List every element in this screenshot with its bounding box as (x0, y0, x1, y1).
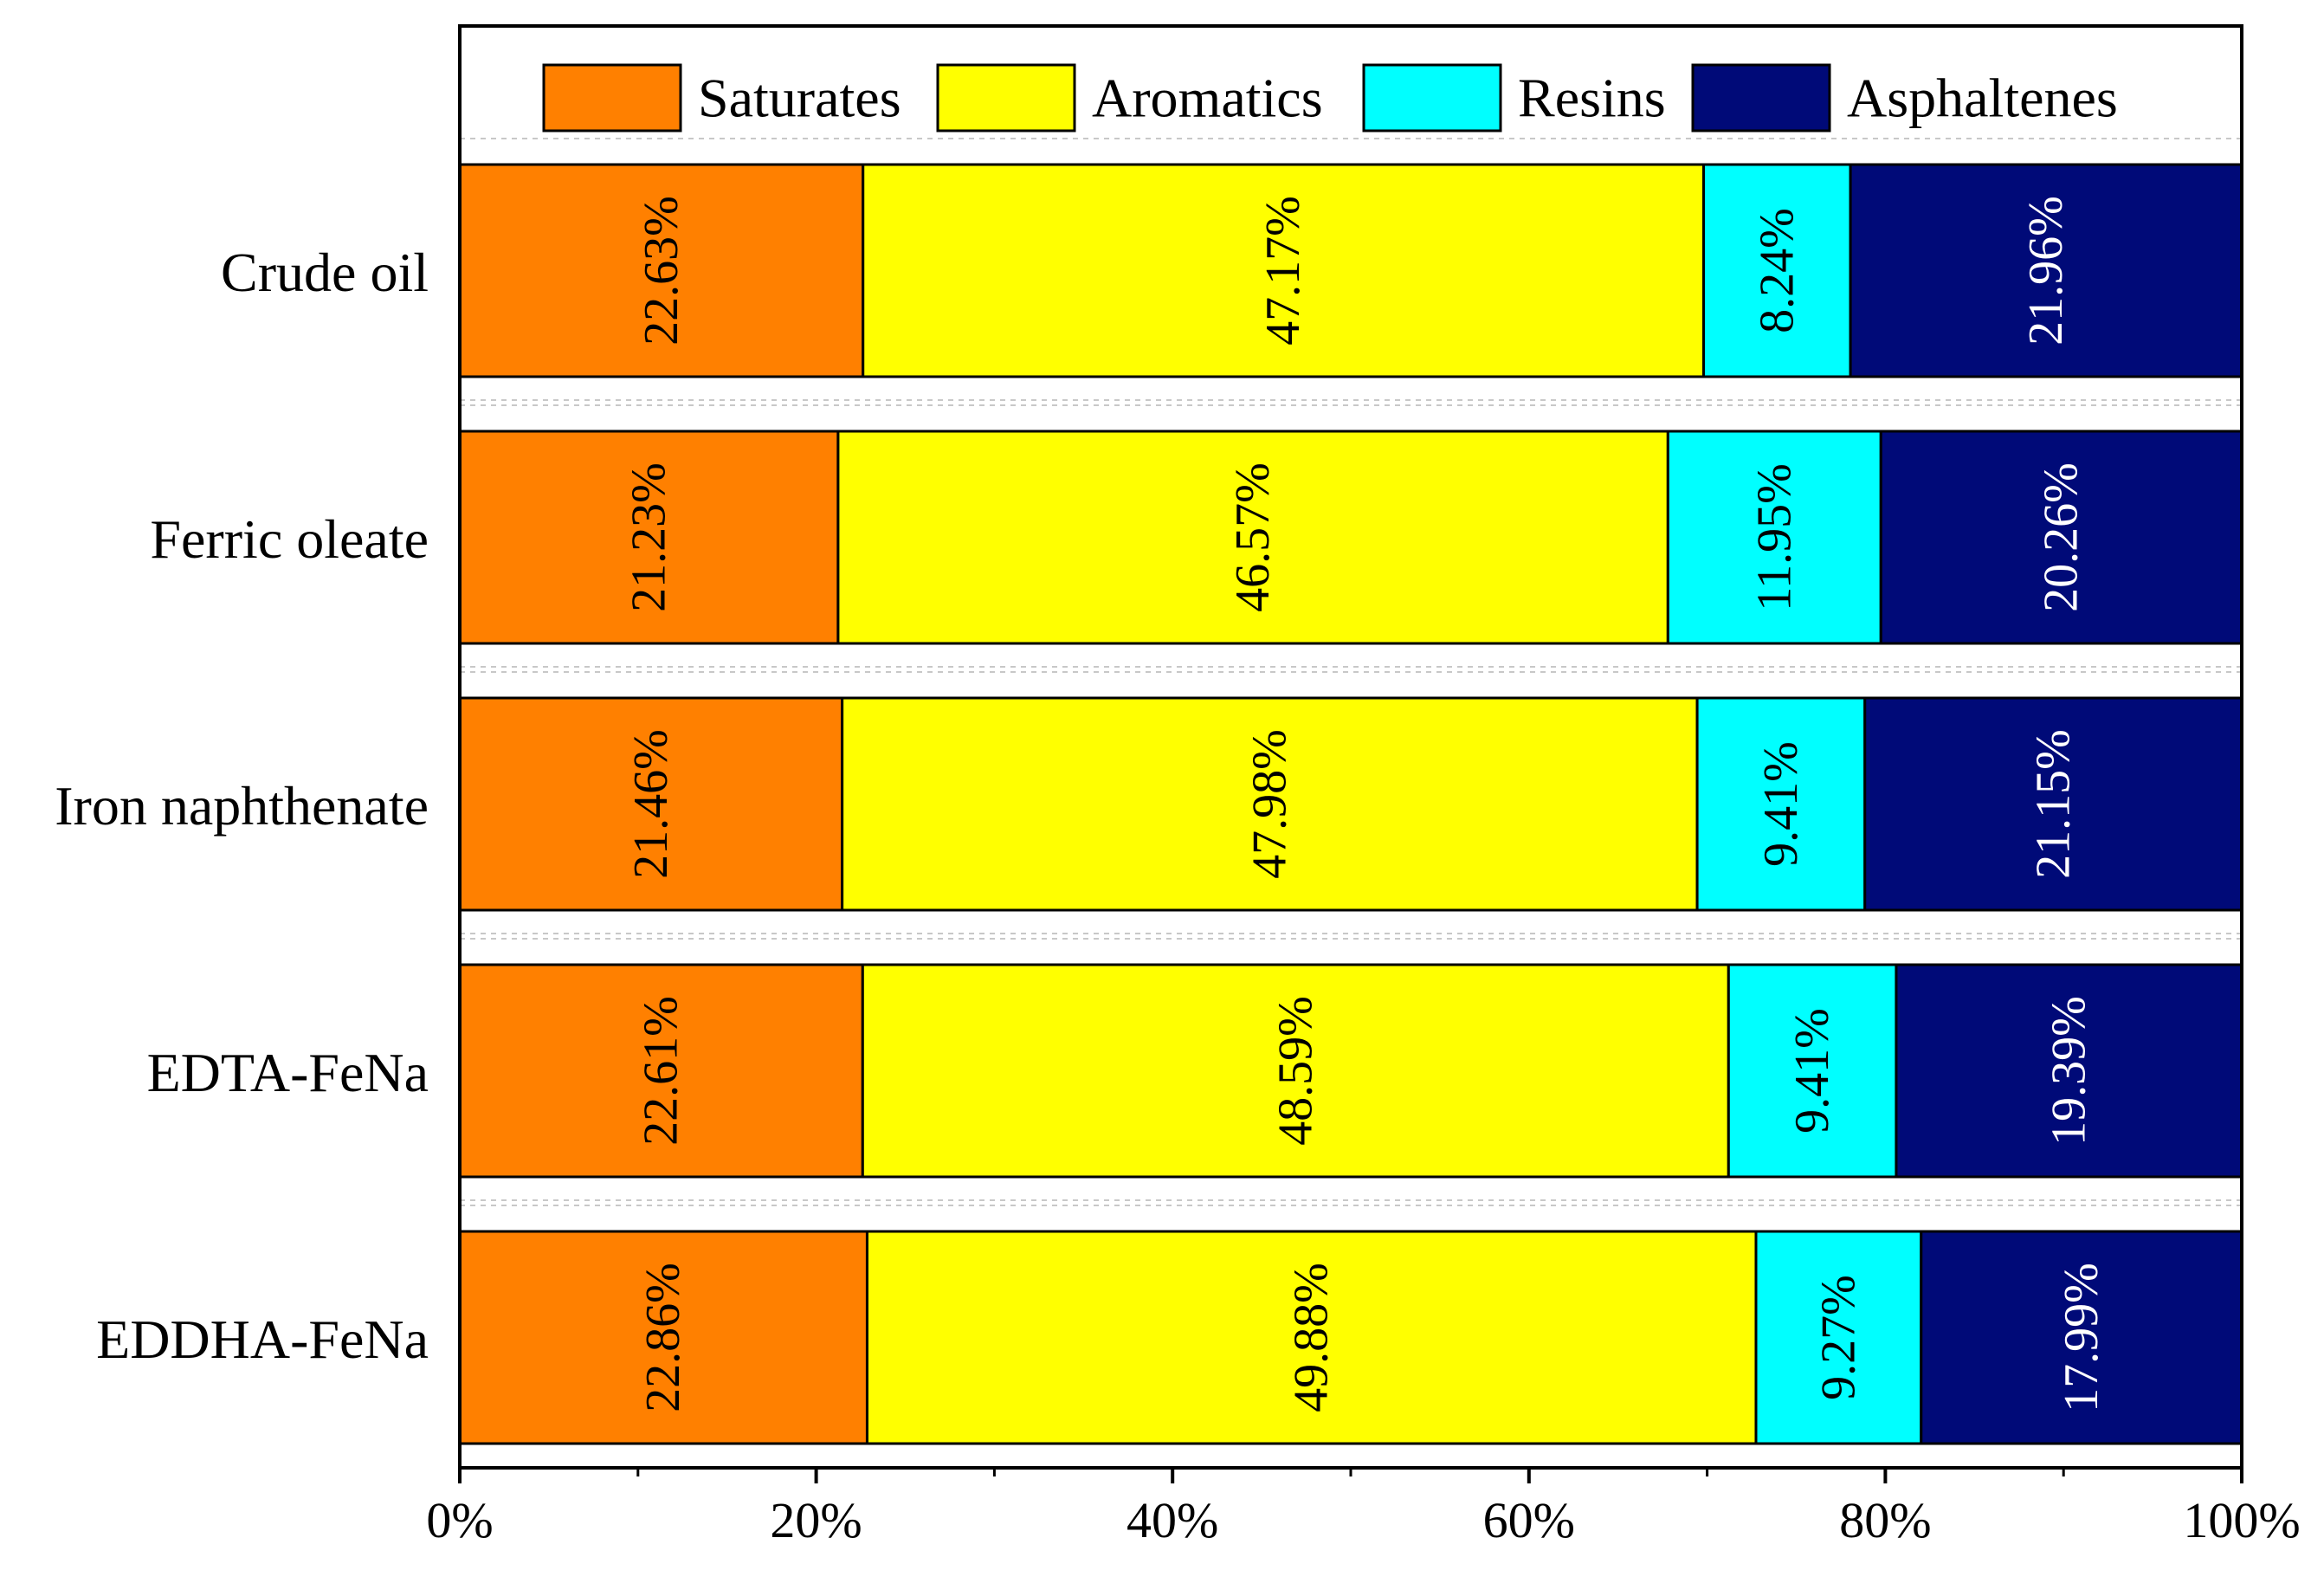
x-axis: 0% 20% 40% 60% 80% 100% (426, 1468, 2301, 1548)
bars-group (458, 163, 2243, 1445)
data-label-resins-4: 9.41% (1785, 1008, 1839, 1134)
bar-segment-resins-2 (1666, 430, 1882, 645)
data-label-asphaltenes-2: 20.26% (2035, 462, 2088, 612)
bar-segment-aromatics-3 (841, 696, 1699, 912)
data-label-aromatics-3: 47.98% (1243, 729, 1296, 879)
bar-segment-resins-4 (1727, 963, 1898, 1179)
x-tick-label: 0% (426, 1492, 493, 1548)
bar-segment-asphaltenes-4 (1895, 963, 2243, 1179)
category-label-4: EDTA-FeNa (147, 1042, 429, 1103)
data-label-resins-1: 8.24% (1750, 208, 1804, 333)
x-tick-label: 80% (1839, 1492, 1931, 1548)
bar-segment-asphaltenes-5 (1920, 1230, 2243, 1445)
bar-segment-aromatics-4 (861, 963, 1730, 1179)
legend-label-asphaltenes: Asphaltenes (1847, 68, 2118, 129)
legend-swatch-aromatics (936, 63, 1076, 132)
category-label-3: Iron naphthenate (55, 775, 429, 837)
legend-label-aromatics: Aromatics (1092, 68, 1323, 129)
legend-label-saturates: Saturates (698, 68, 901, 129)
data-label-saturates-5: 22.86% (636, 1263, 690, 1412)
data-label-aromatics-5: 49.88% (1285, 1263, 1339, 1412)
data-label-resins-2: 11.95% (1747, 463, 1801, 611)
bar-segment-aromatics-2 (836, 430, 1669, 645)
bar-segment-saturates-2 (458, 430, 840, 645)
data-label-saturates-4: 22.61% (635, 996, 688, 1146)
data-label-asphaltenes-1: 21.96% (2019, 196, 2073, 346)
bar-segment-asphaltenes-3 (1863, 696, 2243, 912)
data-label-aromatics-4: 48.59% (1269, 996, 1322, 1146)
legend-swatch-resins (1362, 63, 1502, 132)
bar-segment-saturates-1 (458, 163, 865, 378)
legend-label-resins: Resins (1518, 68, 1666, 129)
data-label-saturates-1: 22.63% (635, 196, 688, 346)
data-label-aromatics-2: 46.57% (1226, 462, 1280, 612)
bar-segment-saturates-5 (458, 1230, 868, 1445)
data-label-saturates-2: 21.23% (622, 462, 675, 612)
category-label-5: EDDHA-FeNa (96, 1308, 429, 1370)
bar-segment-aromatics-5 (865, 1230, 1758, 1445)
bar-segment-resins-3 (1695, 696, 1867, 912)
legend: Saturates Aromatics Resins Asphaltenes (542, 63, 2118, 132)
bar-segment-asphaltenes-1 (1849, 163, 2243, 378)
x-tick-label: 100% (2183, 1492, 2300, 1548)
bar-segment-resins-1 (1701, 163, 1852, 378)
bar-segment-aromatics-1 (862, 163, 1705, 378)
data-label-resins-3: 9.41% (1754, 741, 1808, 867)
bar-segment-resins-5 (1754, 1230, 1923, 1445)
y-axis-category-labels: Crude oil Ferric oleate Iron naphthenate ED… (55, 242, 429, 1370)
data-label-aromatics-1: 47.17% (1256, 196, 1310, 346)
x-tick-label: 40% (1126, 1492, 1218, 1548)
x-tick-label: 60% (1483, 1492, 1575, 1548)
data-label-resins-5: 9.27% (1811, 1275, 1865, 1400)
bar-segment-saturates-4 (458, 963, 864, 1179)
legend-swatch-saturates (542, 63, 682, 132)
data-label-asphaltenes-4: 19.39% (2042, 996, 2095, 1146)
data-labels-group: 22.63% 47.17% 8.24% 21.96% 21.23% 46.57% 11.95… (622, 196, 2108, 1412)
data-label-asphaltenes-5: 17.99% (2055, 1263, 2108, 1412)
legend-swatch-asphaltenes (1691, 63, 1831, 132)
category-label-2: Ferric oleate (150, 508, 429, 570)
category-label-1: Crude oil (221, 242, 429, 303)
data-label-saturates-3: 21.46% (624, 729, 678, 879)
x-tick-label: 20% (770, 1492, 862, 1548)
bar-segment-asphaltenes-2 (1879, 430, 2243, 645)
data-label-asphaltenes-3: 21.15% (2026, 729, 2080, 879)
